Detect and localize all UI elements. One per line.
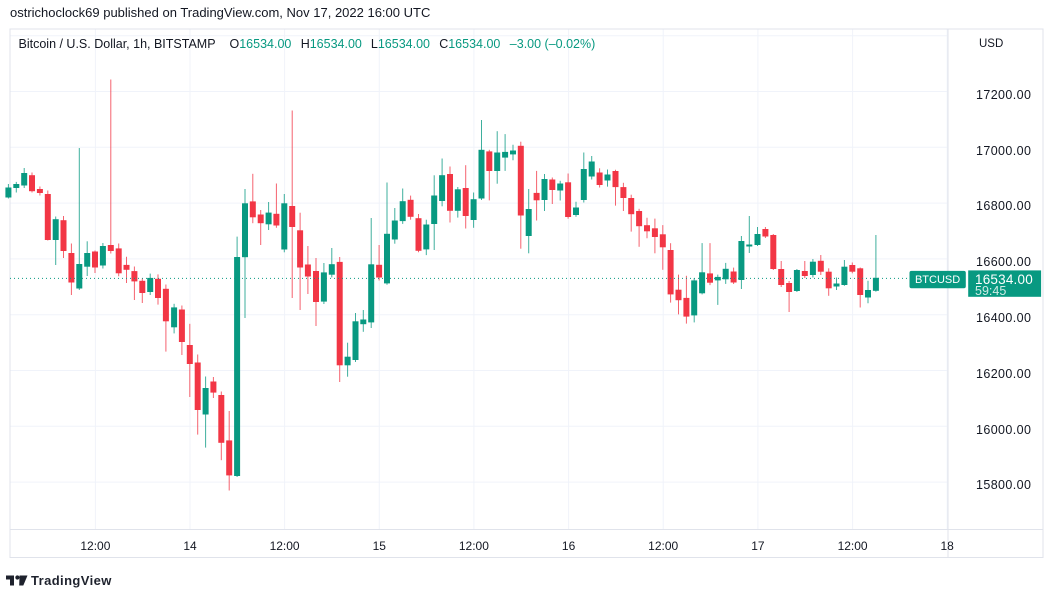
svg-text:59:45: 59:45 — [975, 284, 1006, 298]
svg-text:BTCUSD: BTCUSD — [915, 274, 960, 286]
svg-text:16534.00: 16534.00 — [975, 272, 1033, 287]
